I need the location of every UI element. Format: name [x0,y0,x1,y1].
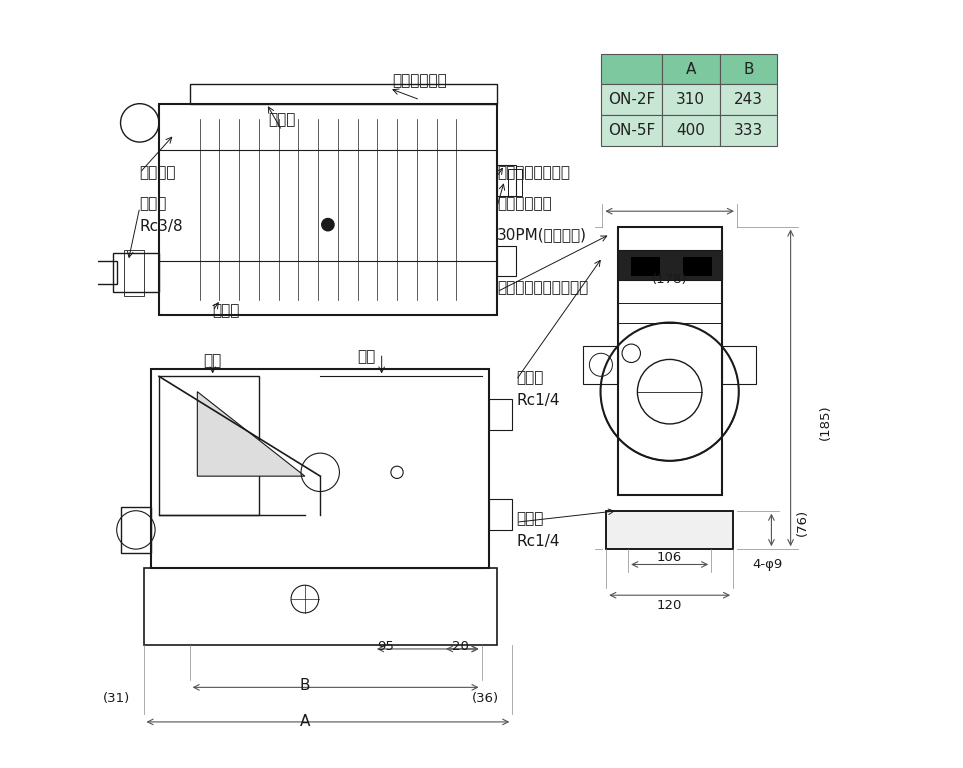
Text: (31): (31) [103,693,130,705]
Text: エアー切換バルブ: エアー切換バルブ [497,165,570,180]
Text: 30PM(日東工器): 30PM(日東工器) [497,227,586,242]
Text: 20: 20 [453,641,469,653]
Text: A: A [299,714,310,730]
Text: 4-φ9: 4-φ9 [752,558,783,571]
Bar [508,169,522,196]
Text: 排気口: 排気口 [516,370,543,386]
Bar [683,257,713,276]
Text: エアーシャットオフ弁: エアーシャットオフ弁 [497,280,588,296]
Text: A: A [686,61,696,77]
Circle shape [322,218,334,231]
Text: Rc3/8: Rc3/8 [140,219,183,234]
Bar [120,507,151,553]
Bar [601,54,662,84]
Bar [601,115,662,146]
Bar [618,227,721,495]
Text: Rc1/4: Rc1/4 [516,534,560,549]
Bar [124,250,143,296]
Bar [151,369,489,568]
Text: 安全弁: 安全弁 [213,303,240,319]
Text: 起動: 起動 [357,349,376,365]
Bar [662,54,719,84]
Text: B: B [299,677,310,693]
Bar [489,399,512,430]
Text: ON-2F: ON-2F [608,92,655,108]
Text: (36): (36) [472,693,499,705]
Bar [497,246,516,276]
Text: (185): (185) [819,405,832,440]
Text: 243: 243 [734,92,763,108]
Text: エアー接続口: エアー接続口 [497,196,552,211]
Text: 逃し弁: 逃し弁 [268,111,296,127]
Bar [489,499,512,530]
Bar [721,346,756,384]
Text: 106: 106 [657,551,682,564]
Bar [159,104,497,315]
Bar [113,253,159,292]
Text: 95: 95 [377,641,394,653]
Text: Rc1/4: Rc1/4 [516,393,560,409]
Text: 310: 310 [676,92,705,108]
Polygon shape [197,392,305,476]
Text: フットペダル: フットペダル [393,73,448,88]
Text: 戻り: 戻り [203,353,221,369]
Text: (76): (76) [795,508,809,536]
Bar [631,257,661,276]
Bar [719,115,777,146]
Bar [190,84,497,104]
Text: B: B [743,61,754,77]
Bar [143,568,497,645]
Bar [90,261,117,284]
Bar [662,84,719,115]
Text: 333: 333 [734,123,763,138]
Bar [618,250,721,280]
Bar [601,84,662,115]
Text: 排油口: 排油口 [516,511,543,526]
Text: 120: 120 [657,599,683,612]
Text: 油タンク: 油タンク [140,165,176,180]
Bar [719,84,777,115]
Text: 400: 400 [676,123,705,138]
Bar [607,511,733,549]
Bar [719,54,777,84]
Text: 吐出口: 吐出口 [140,196,168,211]
Bar [607,511,733,549]
Text: ON-5F: ON-5F [608,123,655,138]
Text: (178): (178) [652,273,688,286]
Polygon shape [159,376,259,515]
Bar [584,346,618,384]
Bar [662,115,719,146]
Bar [497,165,516,196]
